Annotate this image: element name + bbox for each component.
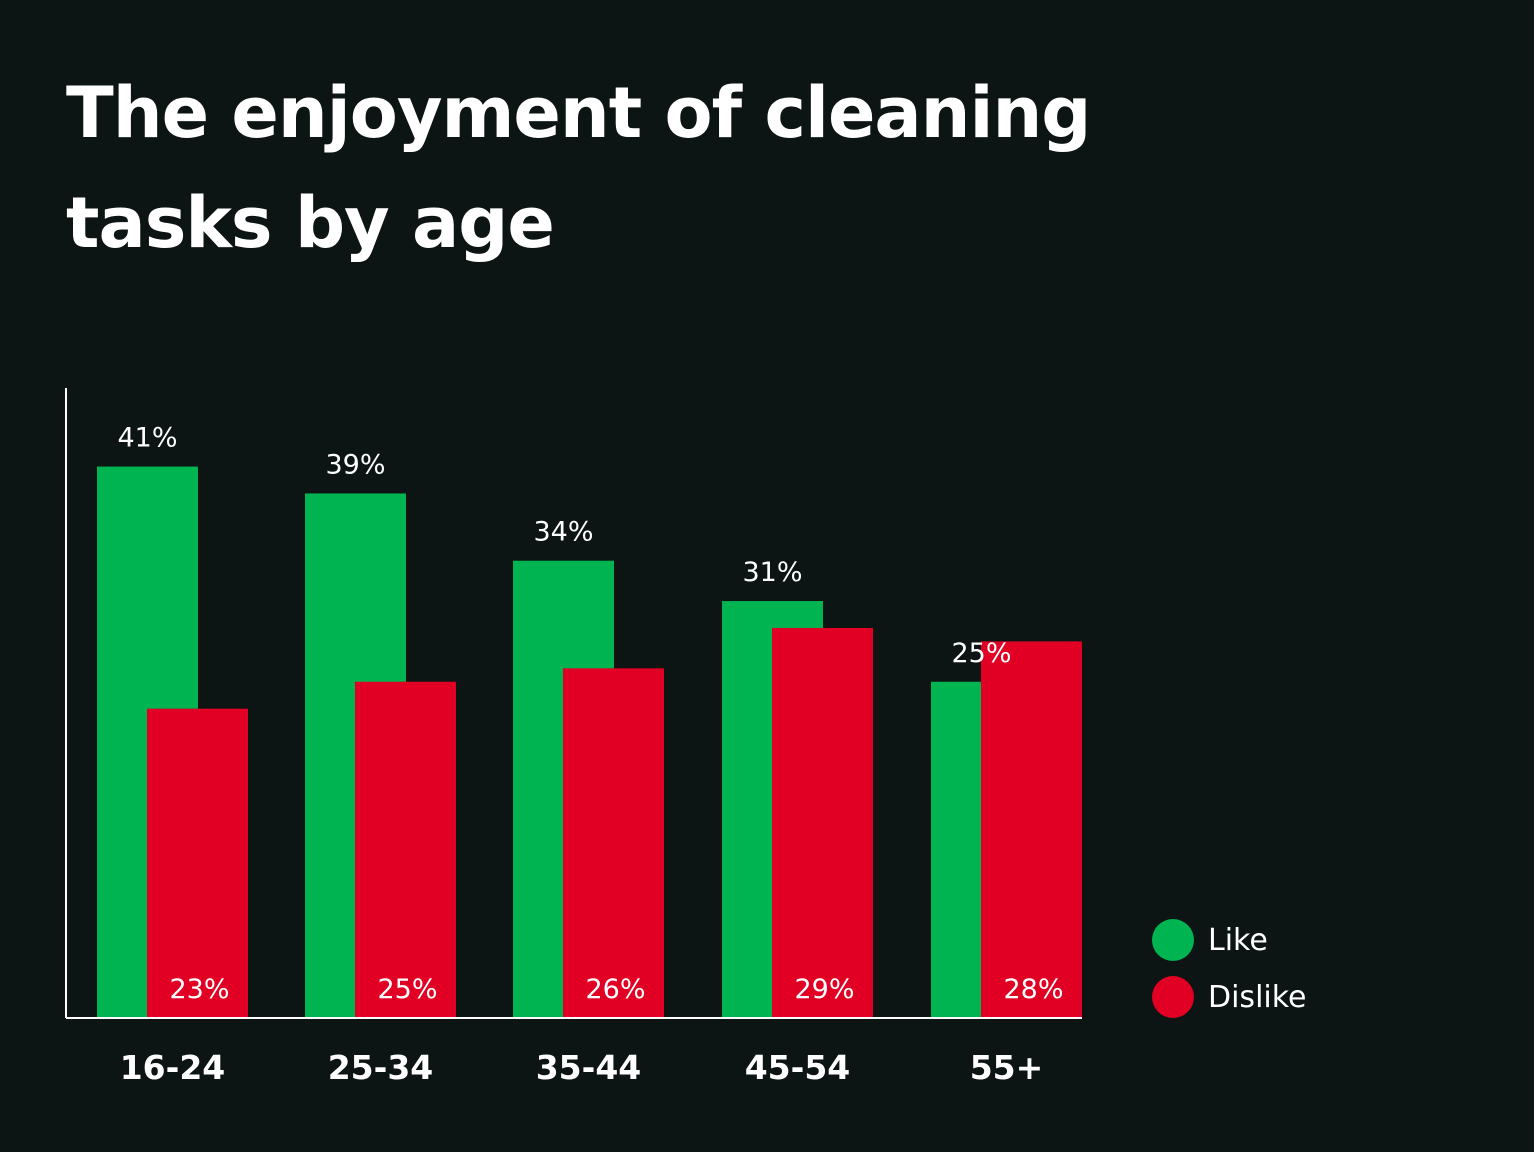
- data-label-dislike-35-44: 26%: [585, 974, 645, 1005]
- data-label-like-45-54: 31%: [742, 557, 802, 588]
- data-label-like-55+: 25%: [951, 638, 1011, 669]
- x-tick-label-55+: 55+: [970, 1048, 1044, 1087]
- legend-item-dislike: Dislike: [1152, 975, 1307, 1019]
- legend-swatch-dislike: [1152, 976, 1194, 1018]
- data-label-like-35-44: 34%: [533, 517, 593, 548]
- bar-dislike-35-44: [563, 668, 664, 1018]
- data-label-dislike-25-34: 25%: [377, 974, 437, 1005]
- legend-label-like: Like: [1208, 922, 1268, 958]
- x-tick-label-25-34: 25-34: [328, 1048, 434, 1087]
- legend-swatch-like: [1152, 919, 1194, 961]
- x-tick-label-45-54: 45-54: [745, 1048, 851, 1087]
- bar-dislike-16-24: [147, 708, 248, 1018]
- data-label-like-25-34: 39%: [325, 449, 385, 480]
- chart-title: The enjoyment of cleaning tasks by age: [66, 72, 1091, 264]
- data-label-like-16-24: 41%: [117, 423, 177, 454]
- x-tick-label-16-24: 16-24: [120, 1048, 226, 1087]
- data-label-dislike-55+: 28%: [1003, 974, 1063, 1005]
- legend: Like Dislike: [1152, 918, 1307, 1032]
- data-label-dislike-45-54: 29%: [794, 974, 854, 1005]
- legend-label-dislike: Dislike: [1208, 979, 1307, 1015]
- x-tick-label-35-44: 35-44: [536, 1048, 642, 1087]
- bar-dislike-45-54: [772, 627, 873, 1018]
- bar-dislike-55+: [981, 641, 1082, 1018]
- bar-dislike-25-34: [355, 681, 456, 1018]
- legend-item-like: Like: [1152, 918, 1307, 962]
- data-label-dislike-16-24: 23%: [169, 974, 229, 1005]
